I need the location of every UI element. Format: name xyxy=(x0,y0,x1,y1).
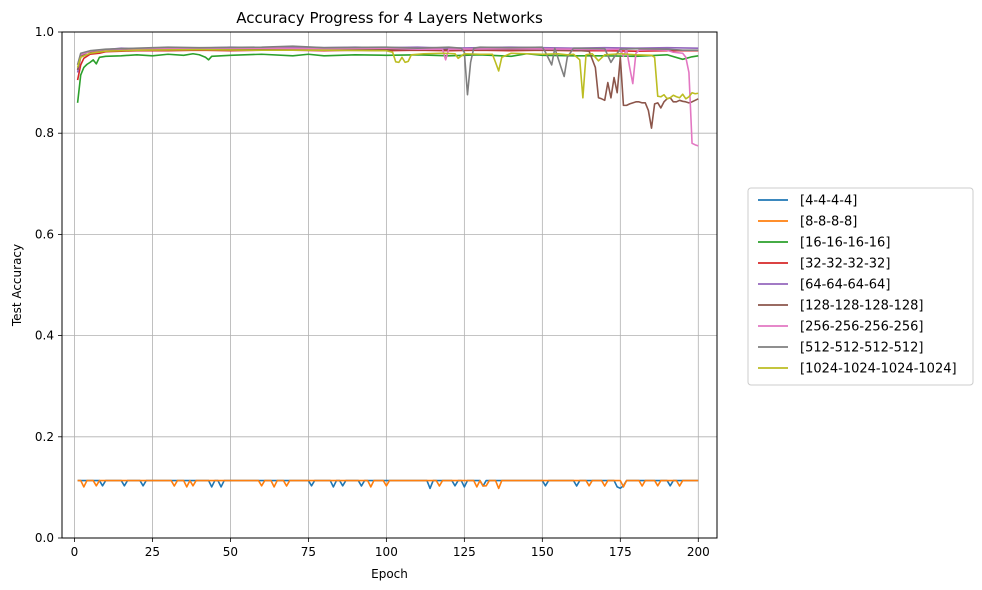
plot-area-frame xyxy=(61,31,718,539)
y-axis-label: Test Accuracy xyxy=(10,244,24,327)
x-tick-label: 175 xyxy=(609,545,632,559)
x-tick-label: 50 xyxy=(223,545,238,559)
x-tick-label: 25 xyxy=(145,545,160,559)
y-tick-label: 0.0 xyxy=(35,531,54,545)
y-tick-label: 0.6 xyxy=(35,227,54,241)
y-tick-label: 0.4 xyxy=(35,329,54,343)
legend-label: [32-32-32-32] xyxy=(800,257,890,272)
legend-label: [128-128-128-128] xyxy=(800,299,923,314)
series-line-1 xyxy=(77,479,699,490)
legend: [4-4-4-4] [8-8-8-8] [16-16-16-16] [32-32-32… xyxy=(747,187,974,386)
y-tick-label: 0.2 xyxy=(35,430,54,444)
x-tick-label: 100 xyxy=(375,545,398,559)
y-tick-label: 0.8 xyxy=(35,126,54,140)
x-tick-label: 75 xyxy=(301,545,316,559)
legend-label: [512-512-512-512] xyxy=(800,341,923,356)
axis-ticks: 0 25 50 75 100 125 150 175 200 0.0 0.2 0.4 0.6 0.8 1.0 xyxy=(35,25,710,559)
chart-title: Accuracy Progress for 4 Layers Networks xyxy=(236,9,543,27)
legend-label: [64-64-64-64] xyxy=(800,278,890,293)
series-line-6 xyxy=(76,48,699,129)
legend-label: [16-16-16-16] xyxy=(800,236,890,251)
series-line-8 xyxy=(76,45,699,96)
legend-label: [1024-1024-1024-1024] xyxy=(800,362,957,377)
series-line-3 xyxy=(76,52,699,103)
legend-label: [256-256-256-256] xyxy=(800,320,923,335)
x-tick-label: 200 xyxy=(687,545,710,559)
x-tick-label: 0 xyxy=(71,545,79,559)
x-tick-label: 150 xyxy=(531,545,554,559)
legend-label: [4-4-4-4] xyxy=(800,194,857,209)
series-line-2 xyxy=(77,479,699,490)
x-axis-label: Epoch xyxy=(371,567,408,581)
legend-box xyxy=(747,187,974,386)
x-tick-label: 125 xyxy=(453,545,476,559)
legend-label: [8-8-8-8] xyxy=(800,215,857,230)
y-tick-label: 1.0 xyxy=(35,25,54,39)
series-line-9 xyxy=(76,48,699,100)
series-lines xyxy=(76,45,699,490)
